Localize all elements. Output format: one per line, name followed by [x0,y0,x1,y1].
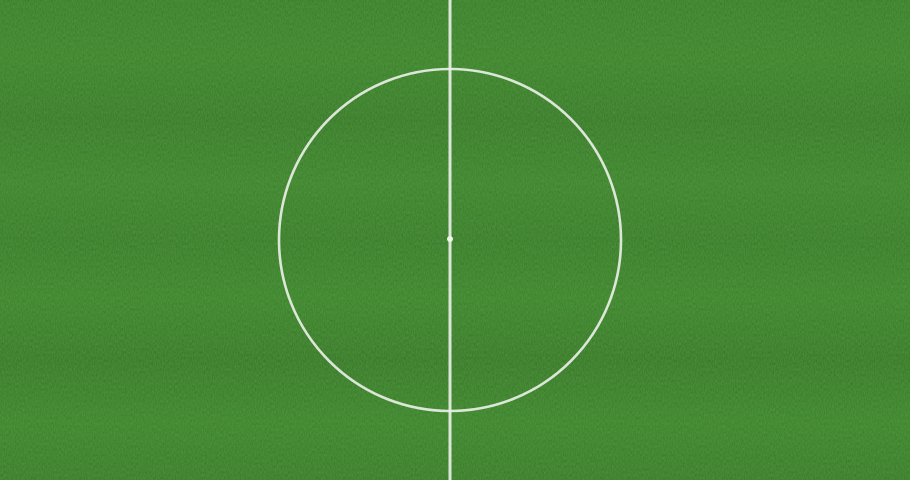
centre-circle [277,67,623,413]
centre-spot [447,236,453,242]
